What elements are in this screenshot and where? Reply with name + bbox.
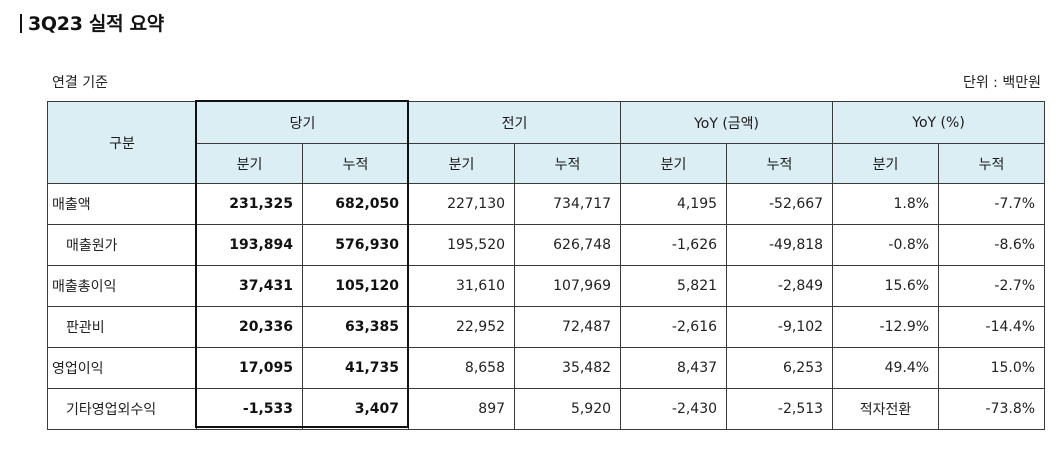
cell-current-cumulative: 576,930 [301, 224, 410, 266]
cell-yoy-amount-cumulative: -9,102 [726, 306, 834, 348]
subheader-yoy-percent-cumulative: 누적 [938, 143, 1046, 184]
subheader-yoy-percent-quarter: 분기 [832, 143, 940, 184]
cell-yoy-percent-quarter: 49.4% [832, 347, 940, 389]
cell-prior-quarter: 22,952 [408, 306, 516, 348]
cell-yoy-amount-quarter: -2,616 [620, 306, 728, 348]
cell-yoy-amount-quarter: 4,195 [620, 183, 728, 225]
row-header-category: 구분 [47, 101, 197, 184]
cell-yoy-percent-cumulative: -2.7% [938, 265, 1046, 307]
unit-label: 단위 : 백만원 [962, 75, 1041, 91]
group-header-yoy-amount: YoY (금액) [620, 101, 834, 144]
cell-yoy-amount-cumulative: -52,667 [726, 183, 834, 225]
row-label: 기타영업외수익 [47, 388, 197, 430]
table-row-revenue: 매출액 231,325 682,050 227,130 734,717 4,19… [47, 183, 1046, 225]
group-header-yoy-percent: YoY (%) [832, 101, 1046, 144]
cell-yoy-percent-cumulative: -73.8% [938, 388, 1046, 430]
cell-current-cumulative: 682,050 [301, 183, 410, 225]
cell-current-cumulative: 3,407 [301, 388, 410, 430]
cell-current-cumulative: 63,385 [301, 306, 410, 348]
row-label: 매출액 [47, 183, 197, 225]
cell-yoy-percent-cumulative: 15.0% [938, 347, 1046, 389]
header-row-groups: 구분 당기 전기 YoY (금액) YoY (%) [47, 101, 1046, 184]
table-row-operating-profit: 영업이익 17,095 41,735 8,658 35,482 8,437 6,… [47, 347, 1046, 389]
cell-yoy-percent-quarter: -0.8% [832, 224, 940, 266]
cell-yoy-percent-quarter: 적자전환 [832, 388, 940, 430]
cell-prior-quarter: 195,520 [408, 224, 516, 266]
cell-prior-cumulative: 107,969 [514, 265, 622, 307]
cell-prior-cumulative: 734,717 [514, 183, 622, 225]
cell-prior-quarter: 8,658 [408, 347, 516, 389]
cell-yoy-percent-cumulative: -14.4% [938, 306, 1046, 348]
subheader-current-quarter: 분기 [196, 143, 303, 184]
cell-prior-quarter: 897 [408, 388, 516, 430]
cell-prior-cumulative: 5,920 [514, 388, 622, 430]
subheader-prior-quarter: 분기 [408, 143, 516, 184]
cell-yoy-amount-quarter: -1,626 [620, 224, 728, 266]
cell-current-quarter: 20,336 [196, 306, 303, 348]
cell-prior-quarter: 31,610 [408, 265, 516, 307]
row-label: 판관비 [47, 306, 197, 348]
row-label: 영업이익 [47, 347, 197, 389]
cell-yoy-amount-quarter: 8,437 [620, 347, 728, 389]
cell-yoy-percent-quarter: -12.9% [832, 306, 940, 348]
cell-yoy-amount-cumulative: -2,849 [726, 265, 834, 307]
title-bar-marker [20, 14, 22, 33]
cell-current-quarter: 37,431 [196, 265, 303, 307]
subheader-yoy-amount-quarter: 분기 [620, 143, 728, 184]
cell-yoy-amount-cumulative: -49,818 [726, 224, 834, 266]
table-row-gross-profit: 매출총이익 37,431 105,120 31,610 107,969 5,82… [47, 265, 1046, 307]
cell-prior-cumulative: 626,748 [514, 224, 622, 266]
cell-prior-cumulative: 72,487 [514, 306, 622, 348]
cell-current-quarter: 17,095 [196, 347, 303, 389]
cell-prior-cumulative: 35,482 [514, 347, 622, 389]
page-title: 3Q23 실적 요약 [20, 9, 164, 36]
consolidation-basis-label: 연결 기준 [52, 75, 108, 91]
subheader-prior-cumulative: 누적 [514, 143, 622, 184]
header-row-subcolumns: 분기 누적 분기 누적 분기 누적 분기 누적 [48, 143, 1046, 184]
table-row-other-non-operating-income: 기타영업외수익 -1,533 3,407 897 5,920 -2,430 -2… [47, 388, 1046, 430]
earnings-summary-table: 구분 당기 전기 YoY (금액) YoY (%) 분기 누적 분기 누적 분기… [47, 101, 1046, 430]
cell-current-quarter: -1,533 [196, 388, 303, 430]
cell-yoy-amount-cumulative: -2,513 [726, 388, 834, 430]
page-title-text: 3Q23 실적 요약 [28, 13, 164, 35]
cell-current-quarter: 231,325 [196, 183, 303, 225]
cell-yoy-percent-cumulative: -7.7% [938, 183, 1046, 225]
cell-yoy-percent-quarter: 1.8% [832, 183, 940, 225]
cell-yoy-percent-cumulative: -8.6% [938, 224, 1046, 266]
row-label: 매출총이익 [47, 265, 197, 307]
subheader-current-cumulative: 누적 [301, 143, 410, 184]
cell-current-cumulative: 41,735 [301, 347, 410, 389]
cell-prior-quarter: 227,130 [408, 183, 516, 225]
row-label: 매출원가 [47, 224, 197, 266]
cell-current-cumulative: 105,120 [301, 265, 410, 307]
subheader-yoy-amount-cumulative: 누적 [726, 143, 834, 184]
group-header-current: 당기 [195, 101, 410, 144]
cell-current-quarter: 193,894 [196, 224, 303, 266]
cell-yoy-amount-quarter: 5,821 [620, 265, 728, 307]
group-header-prior: 전기 [408, 101, 622, 144]
cell-yoy-amount-quarter: -2,430 [620, 388, 728, 430]
table-row-sga: 판관비 20,336 63,385 22,952 72,487 -2,616 -… [47, 306, 1046, 348]
cell-yoy-amount-cumulative: 6,253 [726, 347, 834, 389]
cell-yoy-percent-quarter: 15.6% [832, 265, 940, 307]
table-row-cost-of-sales: 매출원가 193,894 576,930 195,520 626,748 -1,… [47, 224, 1046, 266]
